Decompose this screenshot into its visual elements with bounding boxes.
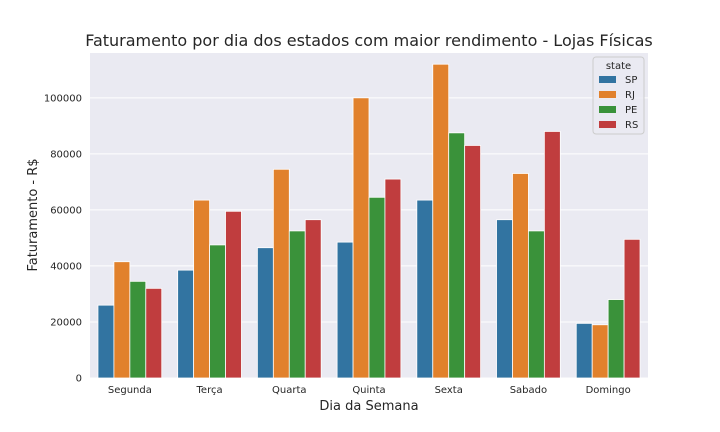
y-axis-label: Faturamento - R$	[26, 158, 41, 271]
x-tick-label: Sabado	[510, 385, 547, 396]
x-tick-label: Quarta	[272, 385, 307, 396]
legend-label-pe: PE	[625, 105, 637, 116]
x-tick-label: Segunda	[108, 385, 152, 396]
bar-rj	[193, 199, 210, 379]
bar-rs	[384, 178, 402, 379]
bar-rs	[145, 287, 163, 379]
legend-swatch-rs	[599, 121, 616, 128]
y-tick-label: 60000	[50, 205, 82, 216]
bars	[97, 63, 641, 379]
bar-rj	[272, 168, 290, 379]
bar-sp	[336, 241, 354, 379]
legend-swatch-sp	[599, 76, 616, 83]
legend-label-rs: RS	[625, 120, 638, 131]
x-tick-label: Domingo	[586, 385, 631, 396]
chart-title: Faturamento por dia dos estados com maio…	[85, 31, 653, 50]
bar-sp	[496, 219, 513, 379]
bar-pe	[448, 132, 466, 379]
legend-swatch-pe	[599, 106, 616, 113]
bar-pe	[607, 299, 625, 379]
y-tick-label: 0	[76, 374, 82, 385]
bar-pe	[528, 230, 545, 379]
legend-label-rj: RJ	[625, 90, 635, 101]
x-tick-label: Sexta	[435, 385, 463, 396]
bar-rs	[464, 145, 481, 379]
legend: state SP RJ PE RS	[592, 56, 645, 135]
legend-swatch-rj	[599, 91, 616, 98]
bar-rs	[225, 210, 242, 379]
bar-rj	[432, 63, 450, 379]
bar-sp	[416, 199, 434, 379]
bar-rj	[352, 97, 370, 379]
bar-pe	[209, 244, 226, 379]
bar-rj	[512, 173, 529, 379]
x-axis-ticks: Segunda Terça Quarta Quinta Sexta Sabado Domin…	[108, 385, 631, 396]
bar-rj	[113, 261, 131, 379]
x-tick-label: Quinta	[352, 385, 385, 396]
legend-title: state	[606, 61, 631, 72]
y-tick-label: 40000	[50, 261, 82, 272]
bar-pe	[129, 280, 147, 379]
bar-sp	[575, 322, 593, 379]
bar-sp	[177, 269, 195, 379]
bar-rj	[591, 324, 609, 379]
x-tick-label: Terça	[196, 385, 223, 396]
legend-label-sp: SP	[625, 75, 637, 86]
bar-sp	[97, 304, 115, 379]
y-tick-label: 20000	[50, 317, 82, 328]
bar-rs	[623, 238, 641, 379]
y-axis-ticks: 0 20000 40000 60000 80000 100000	[44, 93, 82, 384]
bar-pe	[288, 230, 306, 379]
x-axis-label: Dia da Semana	[319, 399, 418, 414]
bar-rs	[304, 219, 322, 379]
bar-rs	[543, 131, 561, 379]
bar-sp	[256, 247, 274, 379]
y-tick-label: 80000	[50, 149, 82, 160]
y-tick-label: 100000	[44, 93, 82, 104]
bar-pe	[368, 196, 386, 379]
